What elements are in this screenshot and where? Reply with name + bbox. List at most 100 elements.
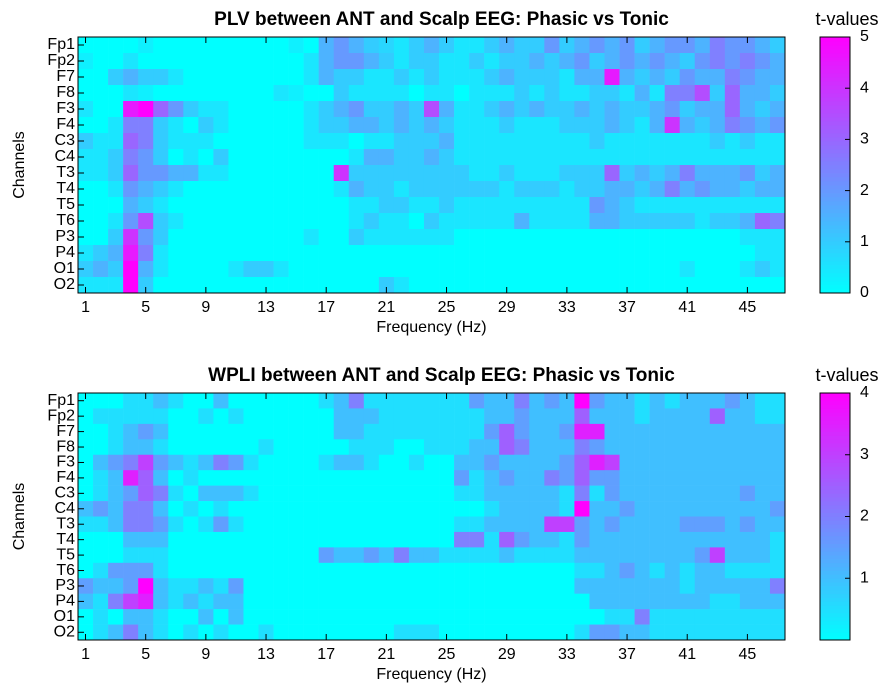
heatmap-cell [273, 229, 289, 246]
heatmap-cell [544, 485, 560, 502]
y-tick-label: O1 [54, 260, 75, 277]
heatmap-cell [439, 470, 455, 486]
heatmap-cell [378, 229, 395, 246]
heatmap-cell [423, 261, 440, 278]
heatmap-cell [423, 408, 440, 425]
heatmap-cell [333, 593, 350, 610]
heatmap-cell [694, 516, 711, 533]
heatmap-cell [499, 547, 515, 564]
heatmap-cell [423, 439, 440, 456]
heatmap-cell [423, 37, 440, 54]
heatmap-cell [574, 485, 590, 502]
heatmap-cell [273, 53, 289, 70]
heatmap-cell [499, 197, 515, 214]
heatmap-cell [258, 439, 274, 456]
colorbar-swatch [820, 261, 850, 266]
heatmap-cell [634, 454, 650, 471]
heatmap-cell [559, 547, 575, 564]
heatmap-cell [228, 408, 244, 425]
heatmap-cell [484, 609, 500, 625]
colorbar-swatch [820, 593, 850, 598]
heatmap-cell [198, 101, 214, 118]
heatmap-cell [348, 609, 365, 625]
heatmap-cell [694, 213, 711, 230]
heatmap-cell [724, 229, 741, 246]
heatmap-cell [469, 149, 485, 166]
heatmap-cell [559, 117, 575, 134]
heatmap-cell [213, 37, 229, 54]
colorbar-tick-label: 0 [860, 284, 869, 301]
colorbar-swatch [820, 37, 850, 42]
y-tick-label: T5 [56, 546, 75, 563]
heatmap-cell [754, 531, 771, 548]
heatmap-cell [258, 408, 274, 425]
colorbar-swatch [820, 404, 850, 409]
heatmap-cell [348, 393, 365, 409]
heatmap-cell [228, 578, 244, 594]
heatmap-cell [694, 117, 711, 134]
heatmap-cell [213, 101, 229, 118]
colorbar-swatch [820, 137, 850, 142]
heatmap-cell [378, 547, 395, 564]
colorbar-swatch [820, 273, 850, 278]
heatmap-cell [393, 229, 410, 246]
heatmap-cell [694, 501, 711, 517]
heatmap-cell [679, 197, 696, 214]
heatmap-cell [183, 197, 199, 214]
heatmap-cell [649, 485, 665, 502]
heatmap-cell [544, 408, 560, 425]
x-tick-label: 33 [558, 299, 576, 316]
heatmap-cell [604, 516, 620, 533]
heatmap-cell [198, 229, 214, 246]
y-tick-label: T6 [56, 562, 75, 579]
heatmap-cell [454, 85, 470, 102]
heatmap-cell [78, 53, 94, 70]
colorbar-swatch [820, 531, 850, 537]
heatmap-cell [378, 37, 395, 54]
heatmap-cell [619, 593, 635, 610]
heatmap-cell [78, 624, 94, 641]
heatmap-cell [108, 277, 124, 294]
heatmap-cell [318, 423, 335, 440]
heatmap-cell [679, 133, 696, 150]
heatmap-cell [559, 229, 575, 246]
heatmap-cell [363, 501, 380, 517]
heatmap-cell [709, 501, 726, 517]
heatmap-cell [529, 261, 545, 278]
heatmap-cell [769, 454, 786, 471]
heatmap-cell [408, 117, 425, 134]
heatmap-cell [408, 609, 425, 625]
heatmap-cell [393, 578, 410, 594]
heatmap-cell [168, 485, 184, 502]
heatmap-cell [363, 197, 380, 214]
heatmap-cell [363, 37, 380, 54]
colorbar-swatch [820, 69, 850, 74]
heatmap-cell [78, 277, 94, 294]
heatmap-cell [258, 213, 274, 230]
heatmap-cell [589, 37, 605, 54]
colorbar-swatch [820, 508, 850, 514]
heatmap-cell [288, 213, 304, 230]
heatmap-cell [559, 562, 575, 579]
heatmap-cell [469, 501, 485, 517]
heatmap-cell [108, 149, 124, 166]
heatmap-cell [469, 133, 485, 150]
heatmap-cell [769, 531, 786, 548]
heatmap-cell [604, 133, 620, 150]
heatmap-cell [694, 85, 711, 102]
heatmap-cell [664, 277, 681, 294]
colorbar-swatch [820, 582, 850, 587]
heatmap-cell [769, 229, 786, 246]
heatmap-cell [664, 609, 681, 625]
heatmap-cell [529, 197, 545, 214]
heatmap-cell [649, 277, 665, 294]
heatmap-cell [754, 229, 771, 246]
heatmap-cell [408, 261, 425, 278]
heatmap-cell [183, 454, 199, 471]
heatmap-cell [303, 85, 319, 102]
heatmap-cell [754, 470, 771, 486]
heatmap-cell [228, 213, 244, 230]
heatmap-cell [378, 439, 395, 456]
heatmap-cell [78, 393, 94, 409]
heatmap-cell [348, 624, 365, 641]
